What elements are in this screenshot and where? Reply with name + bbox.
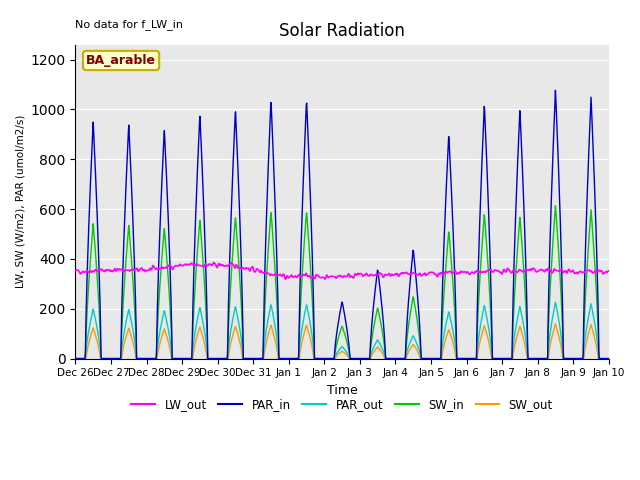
LW_out xyxy=(177,263,185,268)
SW_in xyxy=(250,356,257,361)
Y-axis label: LW, SW (W/m2), PAR (umol/m2/s): LW, SW (W/m2), PAR (umol/m2/s) xyxy=(15,115,25,288)
SW_in xyxy=(605,356,612,361)
PAR_in xyxy=(190,263,198,268)
X-axis label: Time: Time xyxy=(327,384,358,397)
SW_out xyxy=(605,356,612,361)
LW_out xyxy=(605,268,612,274)
PAR_out xyxy=(552,300,559,305)
LW_out xyxy=(495,268,503,274)
PAR_in xyxy=(541,356,549,361)
PAR_out xyxy=(250,356,257,361)
SW_out xyxy=(541,356,549,361)
SW_in xyxy=(190,302,198,308)
LW_out xyxy=(210,260,218,265)
PAR_in xyxy=(72,356,79,361)
SW_in xyxy=(425,356,433,361)
PAR_in xyxy=(177,356,185,361)
PAR_out xyxy=(495,356,502,361)
LW_out xyxy=(542,266,550,272)
SW_out xyxy=(552,321,559,326)
PAR_out xyxy=(605,356,612,361)
PAR_out xyxy=(72,356,79,361)
SW_in xyxy=(495,356,502,361)
LW_out xyxy=(190,262,198,268)
PAR_out xyxy=(541,356,549,361)
SW_out xyxy=(495,356,502,361)
SW_out xyxy=(190,346,198,352)
SW_in xyxy=(552,203,559,208)
LW_out xyxy=(282,276,289,282)
LW_out xyxy=(426,270,433,276)
PAR_out xyxy=(177,356,185,361)
Title: Solar Radiation: Solar Radiation xyxy=(279,22,405,40)
Line: SW_out: SW_out xyxy=(76,324,609,359)
SW_out xyxy=(250,356,257,361)
SW_in xyxy=(177,356,185,361)
SW_out xyxy=(72,356,79,361)
PAR_in xyxy=(605,356,612,361)
SW_in xyxy=(72,356,79,361)
PAR_in xyxy=(552,87,559,93)
PAR_in xyxy=(250,356,257,361)
Line: PAR_out: PAR_out xyxy=(76,302,609,359)
PAR_in xyxy=(425,356,433,361)
PAR_out xyxy=(190,336,198,342)
Line: LW_out: LW_out xyxy=(76,263,609,279)
Line: PAR_in: PAR_in xyxy=(76,90,609,359)
LW_out xyxy=(72,267,79,273)
Text: No data for f_LW_in: No data for f_LW_in xyxy=(76,20,184,30)
SW_in xyxy=(541,356,549,361)
Text: BA_arable: BA_arable xyxy=(86,54,156,67)
SW_out xyxy=(177,356,185,361)
PAR_out xyxy=(425,356,433,361)
Legend: LW_out, PAR_in, PAR_out, SW_in, SW_out: LW_out, PAR_in, PAR_out, SW_in, SW_out xyxy=(127,393,557,416)
LW_out xyxy=(250,269,258,275)
PAR_in xyxy=(495,356,502,361)
SW_out xyxy=(425,356,433,361)
Line: SW_in: SW_in xyxy=(76,205,609,359)
